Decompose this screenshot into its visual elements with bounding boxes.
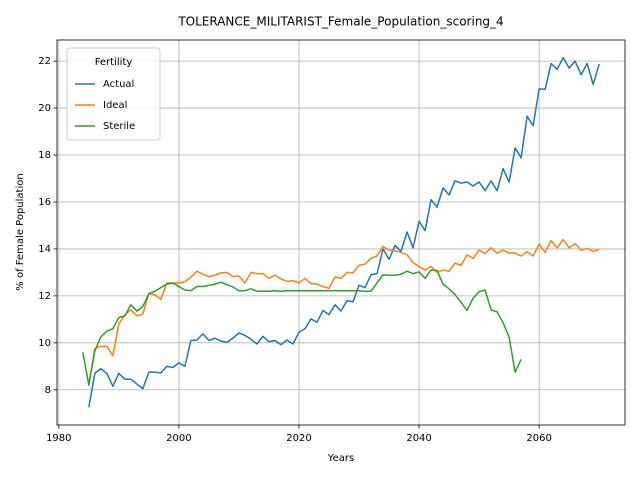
y-tick-label: 18 bbox=[38, 150, 51, 161]
legend-title: Fertility bbox=[95, 57, 133, 68]
chart-title: TOLERANCE_MILITARIST_Female_Population_s… bbox=[177, 15, 503, 29]
plot-frame bbox=[56, 39, 626, 426]
y-tick-label: 22 bbox=[38, 56, 51, 67]
x-tick-label: 1980 bbox=[46, 433, 71, 444]
x-tick-label: 2000 bbox=[166, 433, 191, 444]
y-axis-label: % of Female Population bbox=[15, 173, 26, 290]
legend-label: Actual bbox=[103, 79, 134, 90]
legend-label: Ideal bbox=[103, 100, 127, 111]
legend-box bbox=[66, 47, 161, 141]
y-tick-label: 16 bbox=[38, 197, 51, 208]
y-tick-label: 14 bbox=[38, 244, 51, 255]
series-line bbox=[88, 56, 600, 408]
x-tick-label: 2020 bbox=[286, 433, 311, 444]
y-tick-label: 8 bbox=[45, 385, 51, 396]
x-axis-label: Years bbox=[327, 453, 354, 464]
x-tick-label: 2060 bbox=[526, 433, 551, 444]
y-tick-label: 20 bbox=[38, 103, 51, 114]
y-tick-label: 12 bbox=[38, 291, 51, 302]
y-tick-label: 10 bbox=[38, 338, 51, 349]
series-line bbox=[82, 269, 522, 386]
x-tick-label: 2040 bbox=[406, 433, 431, 444]
legend-label: Sterile bbox=[103, 121, 135, 132]
